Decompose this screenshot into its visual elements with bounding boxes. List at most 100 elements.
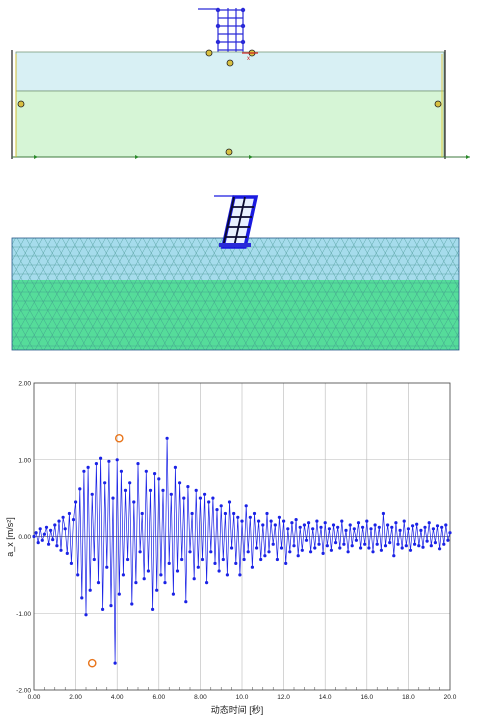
chart-grid (34, 383, 450, 690)
data-point (113, 661, 117, 665)
data-point (379, 548, 383, 552)
data-point (373, 523, 377, 527)
data-point (444, 523, 448, 527)
data-point (369, 527, 373, 531)
data-point (375, 542, 379, 546)
data-point (198, 496, 202, 500)
data-point (157, 477, 161, 481)
data-point (196, 565, 200, 569)
data-point (340, 519, 344, 523)
data-point (425, 539, 429, 543)
data-point (338, 546, 342, 550)
data-point (74, 500, 78, 504)
data-point (271, 542, 275, 546)
geometry-model-view: x (0, 0, 477, 175)
data-point (448, 531, 452, 535)
data-point (232, 511, 236, 516)
data-point (63, 527, 67, 531)
data-point (78, 487, 82, 491)
data-point (67, 511, 71, 516)
data-point (284, 561, 288, 565)
data-point (406, 527, 410, 531)
data-point (311, 527, 315, 531)
data-point (417, 544, 421, 548)
data-point (227, 500, 232, 504)
highlight-point[interactable] (114, 433, 124, 443)
data-point (321, 551, 325, 555)
y-tick-label: -1.00 (16, 611, 31, 618)
data-point (65, 551, 69, 555)
highlight-point[interactable] (87, 658, 97, 668)
data-point (292, 544, 296, 548)
data-point (350, 544, 354, 548)
data-point (415, 522, 419, 526)
data-point (331, 523, 336, 527)
x-tick-label: 10.0 (236, 694, 249, 701)
data-point (188, 550, 192, 554)
data-point (356, 521, 361, 525)
y-axis-label: a_x [m/s²] (5, 517, 15, 557)
data-point (105, 565, 109, 569)
data-point (346, 550, 350, 554)
data-point (167, 561, 171, 565)
data-point (80, 596, 84, 600)
data-point (146, 569, 150, 573)
x-tick-label: 2.00 (69, 694, 82, 701)
data-point (371, 550, 375, 554)
data-point (261, 523, 265, 527)
data-point (263, 554, 267, 558)
data-point (267, 550, 271, 554)
data-point (242, 557, 246, 562)
highlight-points (87, 433, 124, 668)
x-tick-label: 8.00 (194, 694, 207, 701)
data-point (184, 600, 188, 604)
data-point (153, 472, 157, 476)
data-point (128, 481, 132, 485)
data-point (313, 546, 317, 550)
data-point (244, 504, 248, 508)
data-point (53, 523, 57, 527)
data-point (300, 548, 304, 552)
data-point (334, 541, 338, 545)
data-point (44, 525, 49, 529)
data-point (119, 469, 123, 473)
data-point (138, 550, 142, 554)
data-point (327, 527, 331, 531)
data-point (386, 523, 390, 527)
data-point (404, 544, 408, 548)
data-point (171, 592, 175, 596)
data-point (302, 523, 306, 527)
data-point (169, 492, 173, 496)
data-point (103, 481, 107, 485)
data-point (329, 548, 333, 552)
data-point (442, 542, 446, 546)
data-point (51, 538, 55, 542)
acceleration-chart: 0.00 2.00 4.00 6.00 8.00 10.0 12.0 14.0 16.0 18.0… (0, 370, 477, 721)
data-point (88, 588, 92, 592)
data-point (94, 462, 98, 466)
data-point (61, 515, 65, 519)
data-point (194, 488, 198, 492)
data-point (142, 577, 146, 581)
data-point (92, 557, 96, 562)
data-point (354, 538, 358, 542)
data-point (36, 541, 40, 545)
data-point (325, 544, 329, 548)
data-point (396, 542, 400, 546)
data-point (433, 541, 437, 545)
data-point (248, 515, 252, 519)
data-point (178, 481, 182, 485)
data-point (446, 538, 450, 542)
data-point (49, 528, 53, 532)
data-point (400, 546, 404, 550)
data-point (96, 581, 101, 585)
x-tick-label: 4.00 (111, 694, 124, 701)
data-point (32, 534, 36, 539)
data-point (101, 607, 105, 611)
y-tick-label: 0.00 (18, 534, 31, 541)
data-point (163, 581, 167, 585)
data-point (435, 524, 440, 528)
data-point (84, 613, 88, 617)
data-point (309, 550, 313, 554)
data-point (381, 511, 385, 516)
